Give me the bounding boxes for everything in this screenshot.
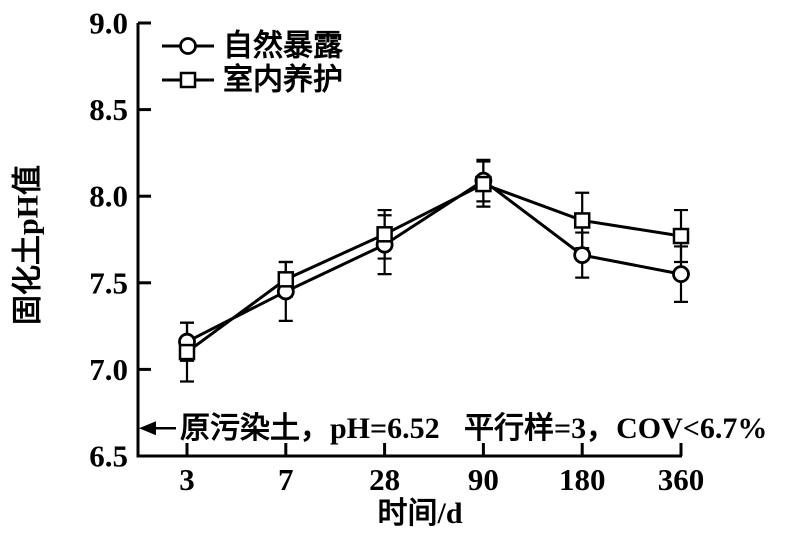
legend-item: 自然暴露 — [162, 29, 344, 63]
y-tick-label: 9.0 — [89, 6, 128, 41]
x-tick-label: 7 — [278, 462, 294, 497]
legend-label: 室内养护 — [223, 63, 343, 97]
x-tick-label: 360 — [658, 462, 705, 497]
legend-item: 室内养护 — [162, 63, 343, 97]
error-bars-square — [180, 160, 688, 383]
square-marker — [277, 271, 295, 288]
y-tick-label: 7.5 — [89, 265, 128, 300]
x-tick-label: 28 — [369, 462, 400, 497]
legend-label: 自然暴露 — [223, 29, 344, 63]
square-marker — [672, 227, 690, 245]
square-marker — [178, 343, 196, 361]
series-line-square — [186, 182, 682, 354]
x-tick-label: 90 — [468, 462, 499, 497]
series-line-circle — [186, 178, 682, 344]
y-axis-label: 固化土pH值 — [12, 165, 45, 325]
annotation-parallel-samples: 平行样=3，COV<6.7% — [464, 412, 767, 445]
y-tick-label: 6.5 — [89, 439, 128, 474]
square-marker — [376, 226, 393, 243]
y-tick-label: 8.5 — [89, 92, 128, 127]
y-tick-label: 8.0 — [89, 179, 128, 214]
y-axis: 6.5 7.0 7.5 8.0 8.5 9.0 — [89, 6, 151, 474]
x-axis: 3 7 28 90 180 360 — [179, 443, 704, 497]
circle-marker — [179, 37, 197, 55]
x-tick-label: 3 — [179, 462, 195, 497]
x-axis-label: 时间/d — [377, 497, 462, 530]
annotation-text: 原污染土，pH=6.52 — [180, 412, 440, 445]
y-tick-label: 7.0 — [89, 352, 128, 387]
annotation-original-soil: 原污染土，pH=6.52 — [139, 412, 440, 445]
circle-marker — [672, 265, 690, 284]
square-marker — [179, 71, 197, 89]
plot-frame — [136, 23, 682, 458]
square-marker — [475, 175, 492, 193]
x-tick-label: 180 — [559, 462, 606, 497]
series-markers-square — [178, 175, 690, 361]
left-arrow-icon — [139, 421, 156, 436]
circle-marker — [573, 246, 592, 264]
square-marker — [573, 212, 591, 229]
